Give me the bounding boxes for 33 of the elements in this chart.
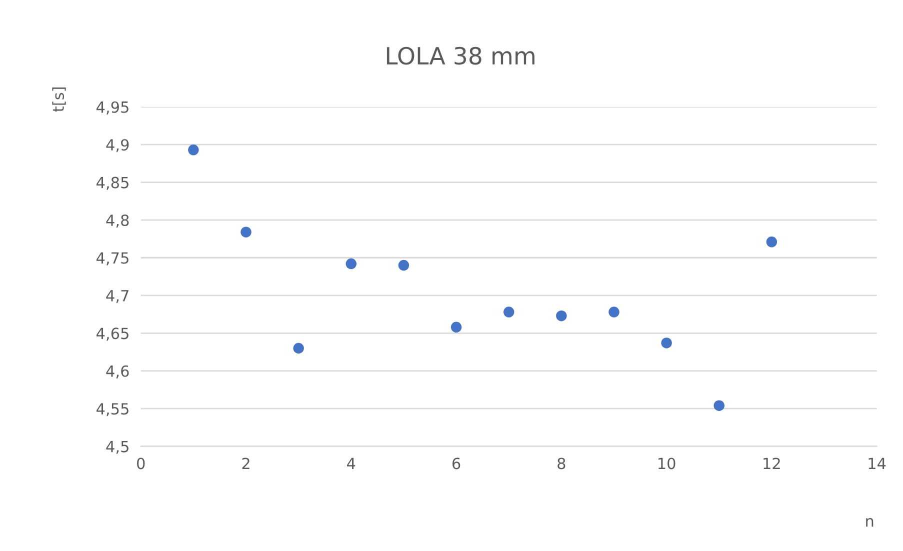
y-tick-label: 4,6 [106, 365, 129, 378]
y-tick-label: 4,5 [106, 440, 128, 454]
x-tick-label: 10 [658, 458, 676, 470]
point [661, 338, 672, 348]
x-tick-label: 0 [137, 458, 145, 470]
x-tick-label: 2 [242, 458, 250, 470]
point [240, 226, 252, 238]
point [503, 306, 514, 318]
y-axis-title: t[s] [52, 88, 66, 112]
y-tick-label: 4,55 [96, 403, 128, 416]
y-tick-label: 4,85 [96, 176, 128, 190]
y-tick-label: 4,8 [106, 214, 129, 228]
point [556, 310, 567, 322]
y-tick-label: 4,7 [106, 290, 128, 304]
x-tick-label: 12 [764, 458, 780, 470]
chart-title: LOLA 38 mm [386, 46, 534, 65]
x-tick-label: 14 [868, 458, 886, 470]
y-tick-label: 4,95 [96, 101, 128, 114]
point [346, 258, 357, 270]
x-tick-label: 8 [558, 458, 566, 470]
point [766, 236, 778, 248]
y-tick-label: 4,65 [96, 328, 128, 341]
x-tick-label: 4 [347, 458, 356, 470]
point [608, 306, 620, 318]
y-tick-label: 4,9 [106, 139, 129, 152]
point [188, 144, 199, 156]
x-tick-label: 6 [452, 458, 460, 470]
point [714, 400, 724, 411]
point [293, 342, 304, 354]
y-tick-label: 4,75 [96, 252, 128, 266]
point [398, 260, 410, 271]
x-axis-title: n [866, 518, 874, 527]
point [450, 322, 462, 333]
